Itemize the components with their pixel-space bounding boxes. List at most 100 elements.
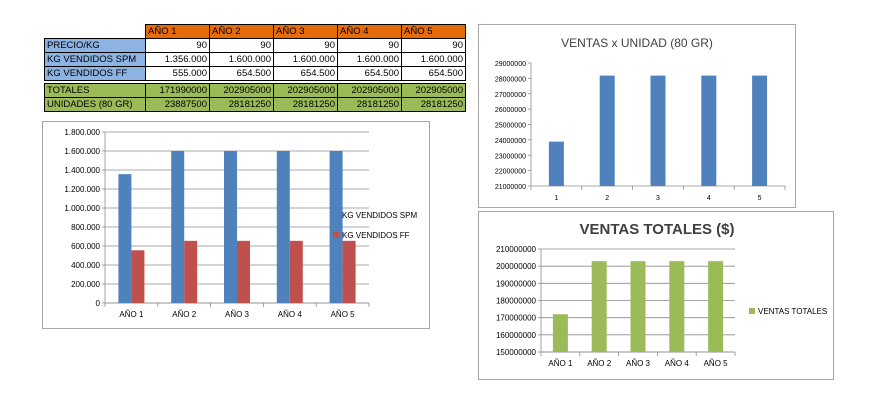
table-row: UNIDADES (80 GR) 23887500 28181250 28181… bbox=[44, 97, 466, 112]
header-cell[interactable]: AÑO 1 bbox=[145, 24, 210, 39]
y-tick-label: 22000000 bbox=[495, 169, 526, 176]
header-cell[interactable]: AÑO 2 bbox=[209, 24, 274, 39]
y-tick-label: 150000000 bbox=[496, 348, 537, 357]
y-tick-label: 21000000 bbox=[495, 184, 526, 191]
table-cell[interactable]: 90 bbox=[337, 38, 402, 53]
table-cell[interactable]: 202905000 bbox=[337, 83, 402, 98]
table-cell[interactable]: 555.000 bbox=[145, 66, 210, 81]
x-tick-label: AÑO 3 bbox=[626, 359, 651, 368]
bar-2 bbox=[289, 240, 303, 303]
x-tick-label: 2 bbox=[605, 195, 609, 202]
bar-2 bbox=[342, 240, 356, 303]
table-cell[interactable]: 90 bbox=[145, 38, 210, 53]
legend-label: KG VENDIDOS SPM bbox=[342, 211, 417, 220]
table-cell[interactable]: 28181250 bbox=[337, 97, 402, 112]
data-table: AÑO 1 AÑO 2 AÑO 3 AÑO 4 AÑO 5 PRECIO/KG … bbox=[44, 24, 466, 112]
table-cell[interactable]: 1.356.000 bbox=[145, 52, 210, 67]
x-tick-label: AÑO 5 bbox=[331, 310, 356, 319]
header-cell[interactable]: AÑO 5 bbox=[401, 24, 466, 39]
x-tick-label: AÑO 4 bbox=[278, 310, 303, 319]
table-cell[interactable]: 654.500 bbox=[401, 66, 466, 81]
y-tick-label: 170000000 bbox=[496, 314, 537, 323]
ventas-totales-chart-svg: VENTAS TOTALES ($) 150000000 160000000 1700… bbox=[496, 221, 827, 368]
y-tick-label: 1.000.000 bbox=[64, 204, 100, 213]
y-tick-label: 400.000 bbox=[71, 261, 100, 270]
table-cell[interactable]: 1.600.000 bbox=[337, 52, 402, 67]
ventas-totales-chart[interactable]: VENTAS TOTALES ($) 150000000 160000000 1700… bbox=[478, 211, 834, 380]
table-cell[interactable]: 23887500 bbox=[145, 97, 210, 112]
bar-1 bbox=[599, 75, 615, 186]
y-tick-label: 200000000 bbox=[496, 262, 537, 271]
legend-label: KG VENDIDOS FF bbox=[342, 231, 410, 240]
table-header-row: AÑO 1 AÑO 2 AÑO 3 AÑO 4 AÑO 5 bbox=[45, 24, 466, 39]
bar-1 bbox=[669, 261, 685, 352]
ventas-unidad-chart[interactable]: VENTAS x UNIDAD (80 GR) 21000000 22000000 2… bbox=[478, 24, 796, 208]
y-tick-label: 29000000 bbox=[495, 61, 526, 68]
corner-cell bbox=[45, 25, 146, 39]
table-cell[interactable]: 654.500 bbox=[337, 66, 402, 81]
table-row: KG VENDIDOS FF 555.000 654.500 654.500 6… bbox=[44, 66, 466, 81]
ventas-unidad-chart-svg: VENTAS x UNIDAD (80 GR) 21000000 22000000 2… bbox=[495, 36, 786, 202]
table-cell[interactable]: 171990000 bbox=[145, 83, 210, 98]
table-cell[interactable]: 202905000 bbox=[273, 83, 338, 98]
table-cell[interactable]: 654.500 bbox=[273, 66, 338, 81]
kg-vendidos-chart[interactable]: 0 200.000 400.000 600.000 800.000 1.000.000 1.… bbox=[42, 121, 430, 329]
bar-1 bbox=[224, 151, 237, 303]
legend-swatch bbox=[333, 212, 339, 218]
bar-1 bbox=[118, 174, 132, 303]
bar-1 bbox=[548, 141, 564, 186]
y-tick-label: 24000000 bbox=[495, 138, 526, 145]
x-tick-label: AÑO 5 bbox=[704, 359, 729, 368]
bar-1 bbox=[276, 151, 290, 303]
row-label[interactable]: PRECIO/KG bbox=[44, 38, 146, 53]
table-cell[interactable]: 202905000 bbox=[209, 83, 274, 98]
chart-title: VENTAS x UNIDAD (80 GR) bbox=[561, 36, 713, 50]
row-label[interactable]: TOTALES bbox=[44, 83, 146, 98]
row-label[interactable]: KG VENDIDOS FF bbox=[44, 66, 146, 81]
bar-2 bbox=[184, 240, 198, 303]
table-cell[interactable]: 90 bbox=[273, 38, 338, 53]
table-cell[interactable]: 1.600.000 bbox=[273, 52, 338, 67]
x-tick-label: 5 bbox=[758, 195, 762, 202]
y-tick-label: 800.000 bbox=[71, 223, 100, 232]
y-tick-label: 1.600.000 bbox=[64, 147, 100, 156]
y-tick-label: 28000000 bbox=[495, 76, 526, 83]
x-tick-label: AÑO 2 bbox=[587, 359, 612, 368]
table-cell[interactable]: 90 bbox=[209, 38, 274, 53]
y-tick-label: 200.000 bbox=[71, 280, 100, 289]
y-tick-label: 23000000 bbox=[495, 153, 526, 160]
y-tick-label: 0 bbox=[96, 299, 101, 308]
row-gap bbox=[44, 80, 466, 84]
table-cell[interactable]: 202905000 bbox=[401, 83, 466, 98]
x-tick-label: AÑO 4 bbox=[665, 359, 690, 368]
y-tick-label: 25000000 bbox=[495, 123, 526, 130]
row-label[interactable]: KG VENDIDOS SPM bbox=[44, 52, 146, 67]
table-cell[interactable]: 654.500 bbox=[209, 66, 274, 81]
header-cell[interactable]: AÑO 3 bbox=[273, 24, 338, 39]
table-cell[interactable]: 90 bbox=[401, 38, 466, 53]
y-tick-label: 180000000 bbox=[496, 297, 537, 306]
y-tick-label: 1.200.000 bbox=[64, 185, 100, 194]
row-label[interactable]: UNIDADES (80 GR) bbox=[44, 97, 146, 112]
header-cell[interactable]: AÑO 4 bbox=[337, 24, 402, 39]
table-cell[interactable]: 28181250 bbox=[273, 97, 338, 112]
table-cell[interactable]: 28181250 bbox=[209, 97, 274, 112]
table-cell[interactable]: 1.600.000 bbox=[209, 52, 274, 67]
bar-1 bbox=[171, 151, 185, 303]
y-tick-label: 26000000 bbox=[495, 107, 526, 114]
y-tick-label: 1.800.000 bbox=[64, 128, 100, 137]
y-tick-label: 190000000 bbox=[496, 279, 537, 288]
y-tick-label: 27000000 bbox=[495, 92, 526, 99]
table-cell[interactable]: 1.600.000 bbox=[401, 52, 466, 67]
bar-1 bbox=[630, 261, 646, 352]
bar-1 bbox=[552, 314, 568, 352]
y-tick-label: 1.400.000 bbox=[64, 166, 100, 175]
x-tick-label: 3 bbox=[656, 195, 660, 202]
table-row: PRECIO/KG 90 90 90 90 90 bbox=[44, 38, 466, 53]
table-cell[interactable]: 28181250 bbox=[401, 97, 466, 112]
table-row: TOTALES 171990000 202905000 202905000 20… bbox=[44, 83, 466, 98]
x-tick-label: AÑO 1 bbox=[548, 359, 573, 368]
legend-swatch bbox=[749, 308, 755, 314]
y-tick-label: 160000000 bbox=[496, 331, 537, 340]
bar-2 bbox=[131, 250, 145, 303]
